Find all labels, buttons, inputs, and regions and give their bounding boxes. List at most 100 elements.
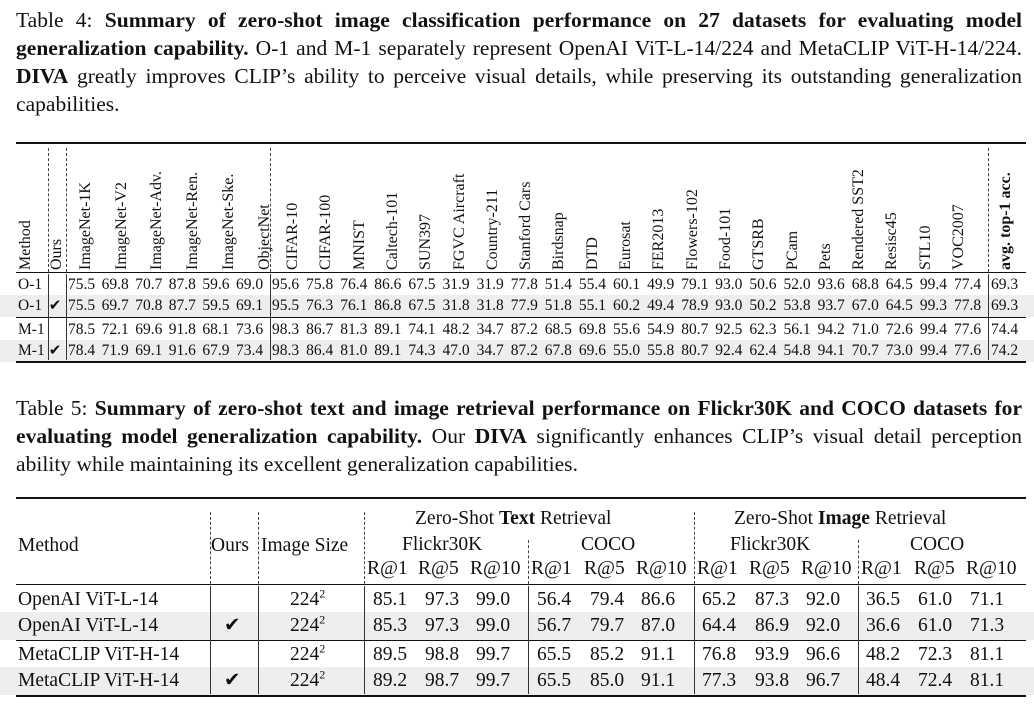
table4-column-header: Food-101 <box>716 150 736 270</box>
table4-header-rule <box>16 272 1026 273</box>
table4-value-cell: 47.0 <box>442 342 470 359</box>
image-retrieval-post: Retrieval <box>874 508 947 529</box>
table4-value-cell: 80.7 <box>681 321 709 338</box>
table5-group-separator-body <box>694 586 695 694</box>
table4-value-cell: 74.4 <box>991 321 1019 338</box>
table4-value-cell: 74.2 <box>991 342 1019 359</box>
table4-value-cell: 73.4 <box>236 342 264 359</box>
table4-avg-separator <box>988 148 989 272</box>
table5-row: MetaCLIP ViT-H-14 ✔ 2242 89.2 98.7 99.7 65.5 85… <box>0 667 1034 695</box>
table5-image-size-exponent: 2 <box>319 667 326 682</box>
table4-value-cell: 53.8 <box>783 297 811 314</box>
table5-metric-header: R@10 <box>966 558 1017 579</box>
table4-column-header: ObjectNet <box>255 150 275 270</box>
table5-value-cell: 99.7 <box>476 670 511 691</box>
table5-value-cell: 87.3 <box>755 589 790 610</box>
table5-ours-separator <box>258 512 259 584</box>
table4-column-header-label: Country-211 <box>483 188 501 270</box>
table5-value-cell: 96.7 <box>806 670 841 691</box>
table4-value-cell: 86.7 <box>306 321 334 338</box>
table4-highlight: DIVA <box>16 64 69 88</box>
table4-title: Summary of zero-shot image classificatio… <box>16 8 1023 60</box>
table5-text-sub-separator <box>528 540 529 584</box>
table4-column-header-label: ImageNet-Ren. <box>184 171 202 270</box>
table4-value-cell: 77.4 <box>954 276 982 293</box>
table5-value-cell: 72.4 <box>918 670 953 691</box>
table5-metric-header: R@5 <box>584 558 625 579</box>
table4-method-cell: O-1 <box>18 276 43 293</box>
table5-value-cell: 97.3 <box>425 615 460 636</box>
table4-value-cell: 49.4 <box>647 297 675 314</box>
table5-value-cell: 79.4 <box>590 589 625 610</box>
table4-value-cell: 73.0 <box>885 342 913 359</box>
table4-value-cell: 55.0 <box>613 342 641 359</box>
table4-value-cell: 68.8 <box>851 276 879 293</box>
table5-value-cell: 65.2 <box>702 589 737 610</box>
table5-value-cell: 79.7 <box>590 615 625 636</box>
table4-value-cell: 75.8 <box>306 276 334 293</box>
table4-column-header-label: ImageNet-V2 <box>112 182 130 270</box>
table5-value-cell: 98.8 <box>425 644 460 665</box>
table4-column-header-label: ImageNet-Ske. <box>219 173 237 270</box>
table4-value-cell: 31.9 <box>476 276 504 293</box>
table5-method-separator-body <box>210 586 211 694</box>
table4-value-cell: 93.6 <box>817 276 845 293</box>
table4-value-cell: 87.2 <box>510 342 538 359</box>
table4-value-cell: 49.9 <box>647 276 675 293</box>
table4-value-cell: 68.1 <box>202 321 230 338</box>
table4-value-cell: 72.1 <box>101 321 129 338</box>
table4-top-rule <box>16 142 1026 144</box>
table4-column-header-label: FER2013 <box>650 208 668 270</box>
table5-value-cell: 93.9 <box>755 644 790 665</box>
table5-method-cell: MetaCLIP ViT-H-14 <box>18 670 180 691</box>
table5-value-cell: 36.6 <box>866 615 901 636</box>
table5-metric-header: R@1 <box>367 558 408 579</box>
table4-bottom-rule <box>16 361 1026 363</box>
table5-value-cell: 48.4 <box>866 670 901 691</box>
table5-value-cell: 86.9 <box>755 615 790 636</box>
table4-value-cell: 76.1 <box>340 297 368 314</box>
table4-value-cell: 95.5 <box>272 297 300 314</box>
table5-value-cell: 48.2 <box>866 644 901 665</box>
table5-metric-header: R@1 <box>697 558 738 579</box>
table4-column-header-label: Stanford Cars <box>517 181 535 270</box>
table4-column-header: Method <box>16 150 36 270</box>
table4-value-cell: 60.1 <box>613 276 641 293</box>
table4-method-cell: M-1 <box>18 321 45 338</box>
table4-value-cell: 62.4 <box>749 342 777 359</box>
table4-value-cell: 69.6 <box>135 321 163 338</box>
table4-body-part2: greatly improves CLIP’s ability to perce… <box>16 64 1022 116</box>
table5-value-cell: 71.1 <box>970 589 1005 610</box>
table4-column-header: Resisc45 <box>882 150 902 270</box>
table4-column-header-label: DTD <box>583 237 601 270</box>
table5-method-cell: OpenAI ViT-L-14 <box>18 615 159 636</box>
table4-method-separator <box>48 148 49 272</box>
table4-column-header-label: CIFAR-10 <box>284 202 301 270</box>
table5-value-cell: 96.6 <box>806 644 841 665</box>
table5-metric-header: R@5 <box>418 558 459 579</box>
table4-value-cell: 99.4 <box>919 321 948 338</box>
table4-column-header: Pets <box>816 150 836 270</box>
table4-value-cell: 51.4 <box>544 276 572 293</box>
table5-header-method: Method <box>18 535 79 556</box>
table4-column-header: Caltech-101 <box>383 150 403 270</box>
table4-column-header: PCam <box>783 150 803 270</box>
table4-column-header: FGVC Aircraft <box>450 150 470 270</box>
table4-value-cell: 62.3 <box>749 321 777 338</box>
table4-row: O-1 ✔ 75.5 69.7 70.8 87.7 59.5 69.1 95.5 76.3 76.1… <box>0 295 1034 317</box>
table4-column-header: STL10 <box>916 150 936 270</box>
table4-value-cell: 91.6 <box>168 342 196 359</box>
table4-value-cell: 73.6 <box>236 321 264 338</box>
table5-image-size-base: 224 <box>290 670 320 691</box>
table4-value-cell: 72.6 <box>885 321 913 338</box>
table4-value-cell: 98.3 <box>272 342 300 359</box>
table4-column-header-label: ImageNet-1K <box>77 182 94 270</box>
table4-value-cell: 67.5 <box>408 297 436 314</box>
table4-value-cell: 99.4 <box>919 342 948 359</box>
table5-image-size-exponent: 2 <box>319 586 326 601</box>
table4-column-header-label: avg. top-1 acc. <box>997 172 1014 270</box>
table4-row: M-1 ✔ 78.4 71.9 69.1 91.6 67.9 73.4 98.3 86.4 81.0… <box>0 340 1034 362</box>
table5-header-image-retrieval: Zero-Shot Image Retrieval <box>734 507 946 531</box>
table4-column-header-label: SUN397 <box>417 213 435 270</box>
table4-column-header-label: Method <box>17 220 34 270</box>
